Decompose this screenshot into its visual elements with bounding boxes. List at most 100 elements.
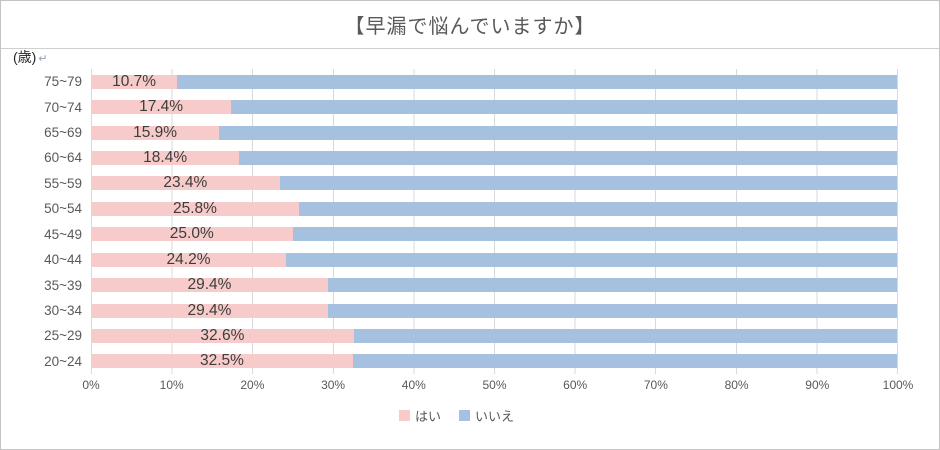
bar-row: 17.4% [91,94,897,119]
data-label: 29.4% [187,301,232,319]
x-tick-label: 30% [321,378,346,392]
bar-segment-yes: 29.4% [91,301,328,319]
bar-segment-yes: 15.9% [91,123,220,141]
y-axis-unit-text: (歳) [13,49,37,65]
stacked-bar: 18.4% [91,148,897,166]
x-tick-label: 100% [882,378,914,392]
bar-segment-no [286,252,897,267]
x-tick-label: 90% [805,378,830,392]
bar-row: 25.0% [91,222,897,247]
data-label: 10.7% [112,72,157,90]
bar-row: 32.6% [91,323,897,348]
legend-item: はい [398,406,441,425]
bar-segment-no [327,278,897,293]
bar-row: 10.7% [91,69,897,94]
category-label: 50~54 [44,201,82,217]
stacked-bar: 10.7% [91,72,897,90]
bar-row: 29.4% [91,272,897,297]
category-label: 25~29 [44,328,82,344]
chart-title: 【早漏で悩んでいますか】 [344,16,596,38]
stacked-bar: 17.4% [91,98,897,116]
data-label: 18.4% [143,148,188,166]
legend: はい いいえ [15,406,898,425]
bar-segment-yes: 25.8% [91,199,299,217]
stacked-bar: 29.4% [91,276,897,294]
x-tick-label: 20% [240,378,265,392]
category-label: 65~69 [44,125,82,141]
data-label: 25.8% [172,199,217,217]
category-labels: 75~79 70~74 65~69 60~64 55~59 50~54 45~49 40~44… [15,69,91,374]
legend-label: いいえ [475,409,515,424]
category-label: 70~74 [44,99,82,115]
bar-segment-no [231,100,897,115]
bar-segment-no [352,354,897,369]
bar-segment-yes: 32.6% [91,326,354,344]
x-tick-label: 60% [563,378,588,392]
x-tick-label: 40% [401,378,426,392]
bar-segment-no [298,201,897,216]
stacked-bar: 23.4% [91,174,897,192]
stacked-bar: 25.8% [91,199,897,217]
stacked-bar: 25.0% [91,225,897,243]
stacked-bar: 15.9% [91,123,897,141]
bar-segment-yes: 18.4% [91,148,240,166]
stacked-bar: 32.5% [91,352,897,370]
category-label: 35~39 [44,277,82,293]
legend-item: いいえ [459,406,514,425]
bar-row: 18.4% [91,145,897,170]
category-label: 75~79 [44,74,82,90]
category-label: 30~34 [44,303,82,318]
bar-row: 32.5% [91,349,897,374]
bar-row: 15.9% [91,120,897,145]
bar-segment-no [279,176,897,191]
bar-segment-no [327,303,897,318]
data-label: 17.4% [139,98,184,116]
bar-segment-yes: 10.7% [91,72,178,90]
bar-segment-yes: 24.2% [91,250,287,268]
category-label: 45~49 [44,226,82,242]
bar-row: 23.4% [91,171,897,196]
data-label: 15.9% [133,123,178,141]
category-label: 60~64 [44,150,82,166]
bar-segment-no [239,150,897,165]
legend-label: はい [414,409,441,424]
x-tick-label: 50% [482,378,507,392]
x-axis: 0% 10% 20% 30% 40% 50% 60% 70% 80% 90% 100% [82,378,913,392]
bar-segment-yes: 23.4% [91,174,280,192]
legend-swatch [459,410,470,421]
title-divider [1,48,939,49]
legend-swatch [398,410,410,421]
category-label: 40~44 [44,252,82,268]
bar-segment-yes: 17.4% [91,98,232,116]
y-axis-unit-label: (歳) ↵ [13,47,48,67]
stacked-bar: 29.4% [91,301,897,319]
data-label: 32.6% [200,326,245,344]
x-tick-label: 10% [159,378,184,392]
data-label: 25.0% [169,225,214,243]
data-label: 24.2% [166,250,211,268]
chart-body: 75~79 70~74 65~69 60~64 55~59 50~54 45~49 40~44… [15,69,913,425]
x-tick-label: 80% [724,378,749,392]
bar-segment-no [353,328,897,343]
bar-segment-no [292,227,897,242]
bar-row: 25.8% [91,196,897,221]
bar-segment-yes: 32.5% [91,352,353,370]
stacked-bar: 32.6% [91,326,897,344]
data-label: 29.4% [187,276,232,294]
bar-segment-no [219,125,897,140]
x-tick-label: 70% [643,378,668,392]
stacked-bar: 24.2% [91,250,897,268]
bar-row: 29.4% [91,298,897,323]
data-label: 23.4% [163,174,208,192]
bar-row: 24.2% [91,247,897,272]
bar-segment-yes: 29.4% [91,276,328,294]
category-label: 55~59 [44,175,82,191]
paragraph-mark-icon: ↵ [38,53,48,65]
bar-segment-no [177,74,897,89]
data-label: 32.5% [199,352,244,370]
x-tick-label: 0% [82,378,100,392]
plot-area: 10.7% 17.4% 15.9% 18.4% 23.4% 25.8% 25.0% 24.2%… [91,69,898,374]
bar-segment-yes: 25.0% [91,225,293,243]
category-label: 20~24 [44,353,82,369]
